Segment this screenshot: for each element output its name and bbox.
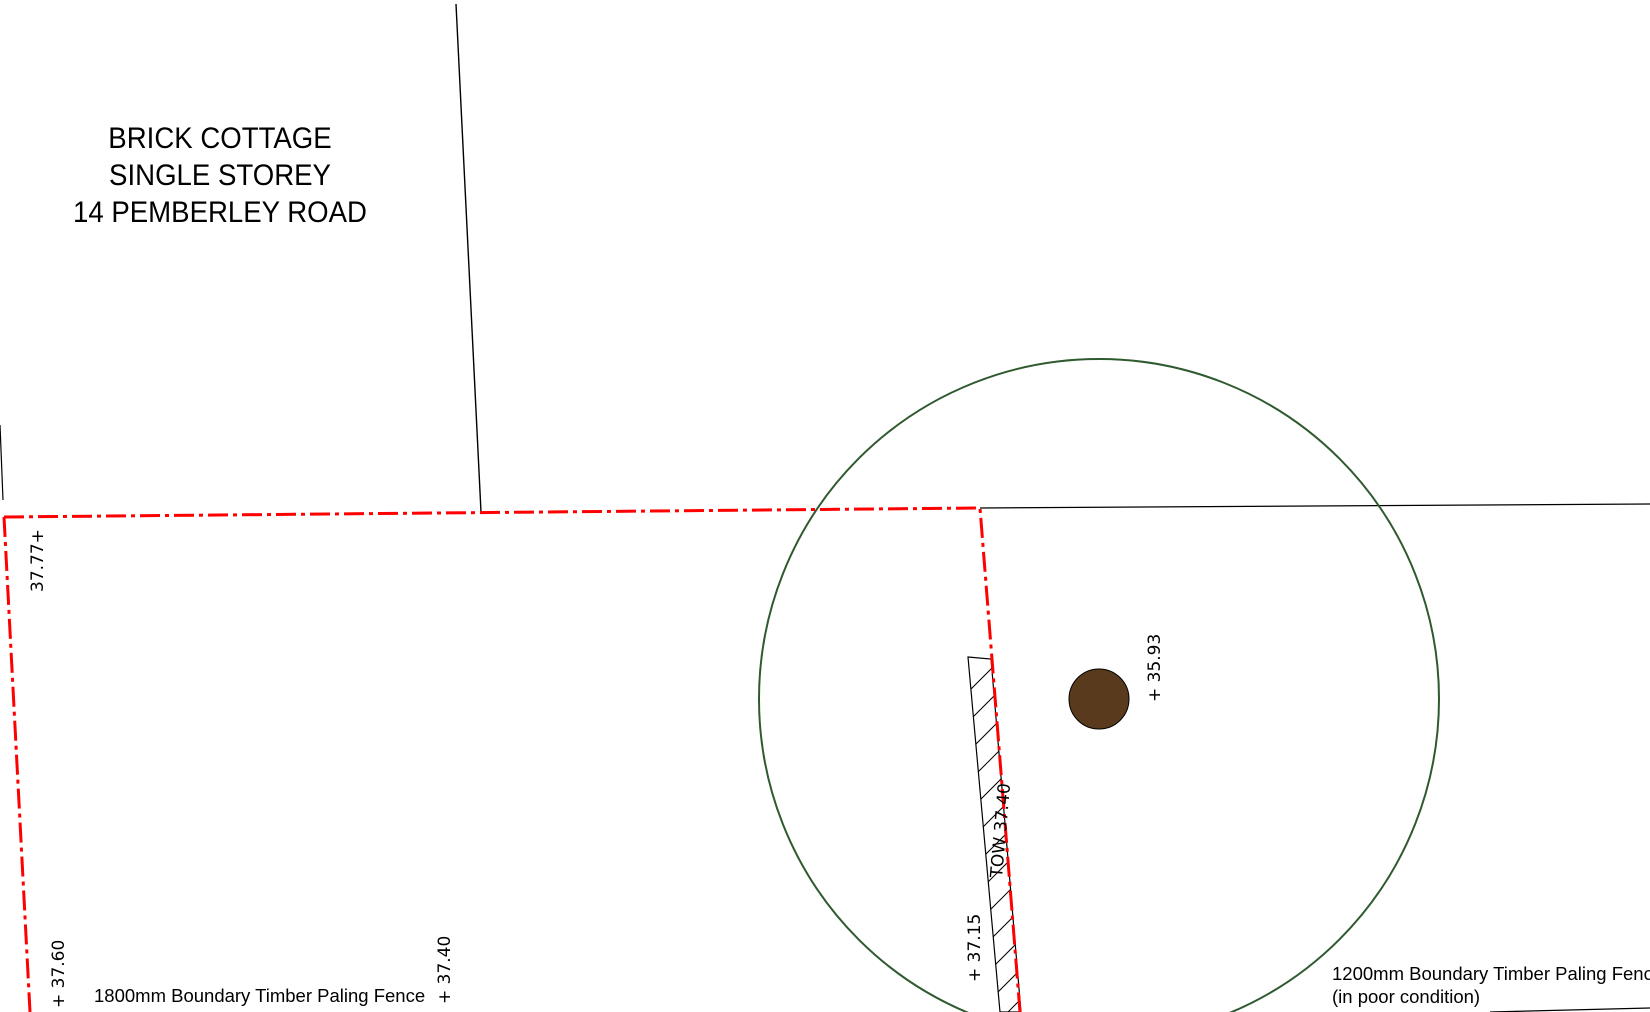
- level-bottom-mid: + 37.40: [435, 936, 455, 1004]
- lower-right-line: [1489, 1007, 1650, 1012]
- building-wall-line: [455, 3, 482, 513]
- left-fence-note: 1800mm Boundary Timber Paling Fence: [94, 985, 426, 1006]
- site-boundary: [3, 506, 1022, 1012]
- level-tree: + 35.93: [1145, 634, 1165, 702]
- right-fence-note-line1: 1200mm Boundary Timber Paling Fence: [1332, 963, 1650, 984]
- house-label-line1: BRICK COTTAGE: [108, 122, 332, 155]
- tree-protection-zone: [758, 358, 1440, 1012]
- house-label-line3: 14 PEMBERLEY ROAD: [72, 196, 367, 229]
- level-wall-top: TOW 37.40: [987, 782, 1015, 879]
- neighbour-house-label: BRICK COTTAGE SINGLE STOREY 14 PEMBERLEY…: [54, 120, 385, 231]
- tree-trunk: [1068, 668, 1130, 730]
- house-label-line2: SINGLE STOREY: [109, 159, 331, 192]
- level-bottom-left: + 37.60: [49, 940, 69, 1008]
- rear-boundary-line: [979, 503, 1650, 509]
- level-wall-base: + 37.15: [965, 914, 985, 982]
- left-edge-line: [0, 424, 4, 501]
- right-fence-note-line2: (in poor condition): [1332, 986, 1481, 1007]
- level-top-left: 37.77+: [28, 529, 48, 592]
- site-boundary-west: [2, 516, 32, 1012]
